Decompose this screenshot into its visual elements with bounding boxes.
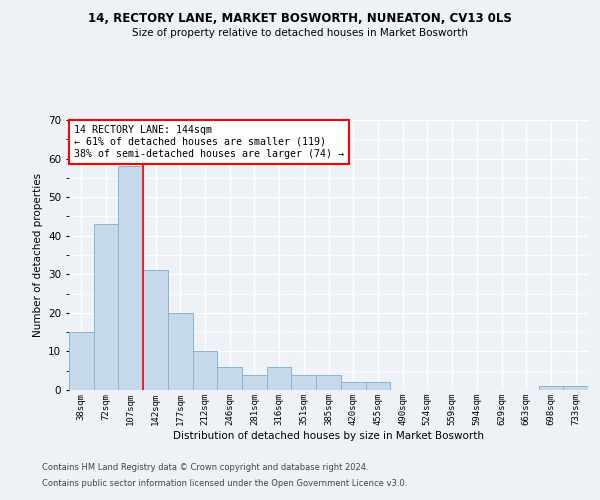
- Bar: [563, 386, 588, 390]
- Bar: [193, 352, 217, 390]
- Text: Size of property relative to detached houses in Market Bosworth: Size of property relative to detached ho…: [132, 28, 468, 38]
- Bar: [118, 166, 143, 390]
- X-axis label: Distribution of detached houses by size in Market Bosworth: Distribution of detached houses by size …: [173, 430, 484, 440]
- Bar: [292, 374, 316, 390]
- Bar: [539, 386, 563, 390]
- Text: 14, RECTORY LANE, MARKET BOSWORTH, NUNEATON, CV13 0LS: 14, RECTORY LANE, MARKET BOSWORTH, NUNEA…: [88, 12, 512, 26]
- Bar: [267, 367, 292, 390]
- Bar: [69, 332, 94, 390]
- Bar: [242, 374, 267, 390]
- Text: Contains public sector information licensed under the Open Government Licence v3: Contains public sector information licen…: [42, 478, 407, 488]
- Text: 14 RECTORY LANE: 144sqm
← 61% of detached houses are smaller (119)
38% of semi-d: 14 RECTORY LANE: 144sqm ← 61% of detache…: [74, 126, 344, 158]
- Bar: [341, 382, 365, 390]
- Bar: [316, 374, 341, 390]
- Bar: [168, 313, 193, 390]
- Bar: [143, 270, 168, 390]
- Bar: [365, 382, 390, 390]
- Bar: [94, 224, 118, 390]
- Y-axis label: Number of detached properties: Number of detached properties: [32, 173, 43, 337]
- Bar: [217, 367, 242, 390]
- Text: Contains HM Land Registry data © Crown copyright and database right 2024.: Contains HM Land Registry data © Crown c…: [42, 464, 368, 472]
